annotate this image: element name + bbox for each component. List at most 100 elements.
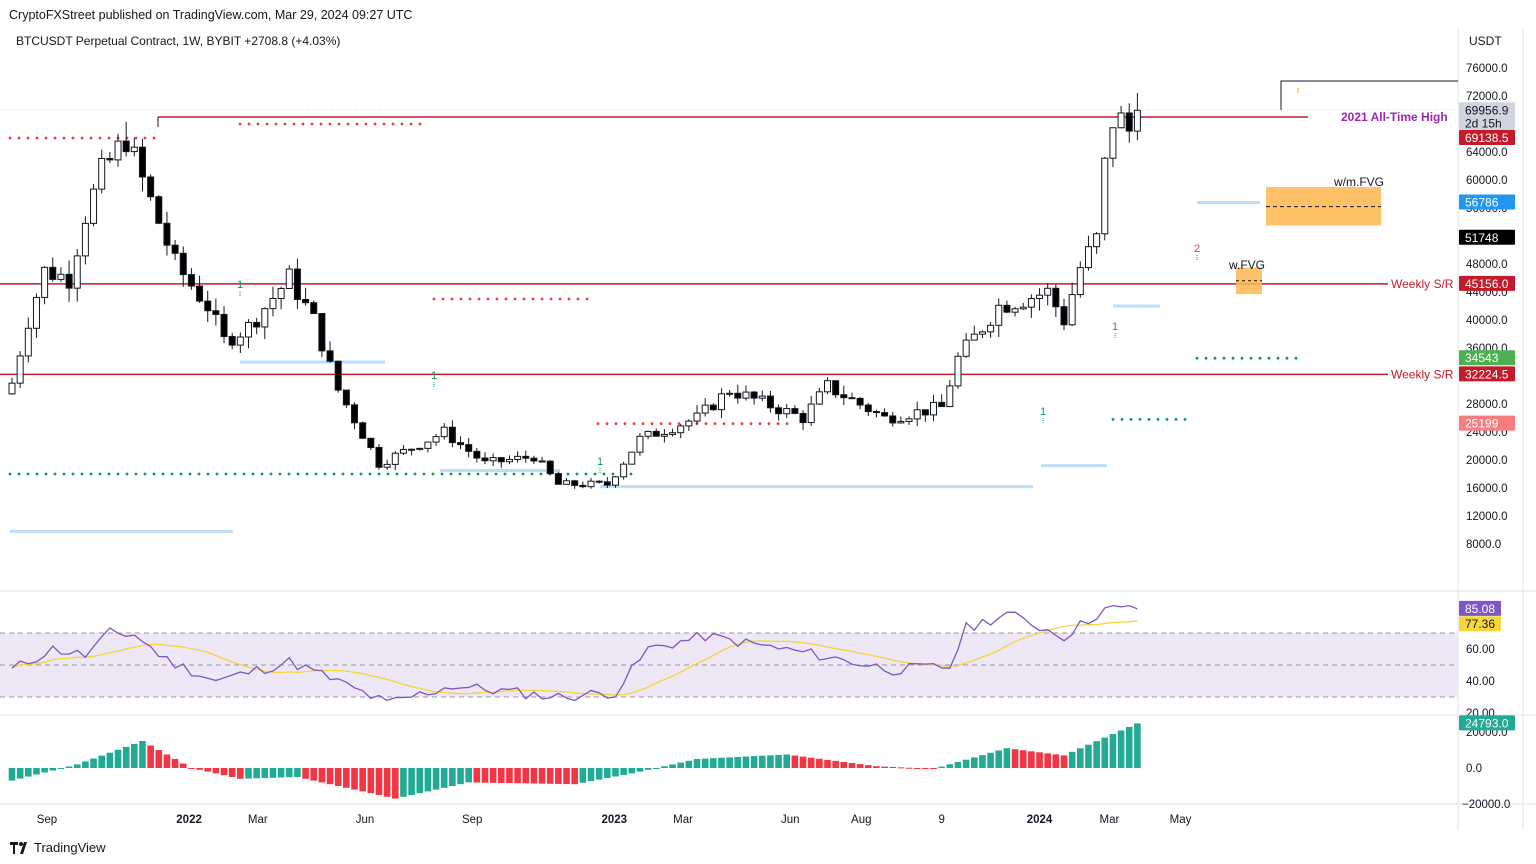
resistance-dot bbox=[450, 297, 454, 301]
candle-body bbox=[832, 380, 840, 396]
resistance-dot bbox=[567, 297, 571, 301]
time-tick-label: Mar bbox=[248, 814, 268, 826]
resistance-dot bbox=[632, 422, 636, 425]
rsi-line bbox=[11, 604, 1138, 702]
candle-body bbox=[489, 457, 497, 462]
resistance-dot bbox=[283, 122, 287, 126]
histogram-bar bbox=[1060, 755, 1068, 768]
histogram-bar bbox=[1052, 754, 1060, 768]
candle-body bbox=[1027, 298, 1035, 308]
histogram-bar bbox=[122, 746, 130, 768]
candle-body bbox=[416, 447, 424, 450]
histogram-bar bbox=[873, 766, 880, 768]
support-dot bbox=[188, 472, 192, 476]
candle-body bbox=[889, 415, 897, 424]
support-dot bbox=[386, 472, 390, 476]
support-dot bbox=[62, 472, 66, 476]
histogram-bar bbox=[1044, 753, 1051, 768]
candle-body bbox=[701, 404, 709, 414]
resistance-dot bbox=[641, 422, 645, 425]
candle-body bbox=[179, 252, 187, 276]
support-dot bbox=[1129, 418, 1133, 421]
histogram-bar bbox=[579, 768, 587, 783]
price-label-bg bbox=[1459, 130, 1515, 145]
candle-body bbox=[1117, 112, 1125, 129]
resistance-dot bbox=[310, 122, 314, 126]
support-dot bbox=[143, 472, 147, 476]
histogram-bar bbox=[49, 768, 57, 771]
candle-body bbox=[90, 188, 98, 224]
histogram-bar bbox=[946, 764, 954, 768]
candle-body bbox=[628, 451, 636, 465]
resistance-dot bbox=[26, 136, 30, 140]
resistance-dot bbox=[292, 122, 296, 126]
candle-body bbox=[1019, 306, 1027, 310]
resistance-dot bbox=[71, 136, 75, 140]
histogram-bar bbox=[824, 759, 831, 768]
histogram-bar bbox=[979, 755, 986, 768]
support-dot bbox=[1147, 418, 1151, 421]
histogram-bar bbox=[65, 766, 73, 768]
candle-body bbox=[457, 442, 465, 446]
candle-body bbox=[514, 455, 522, 460]
candle-body bbox=[905, 418, 913, 422]
candle-body bbox=[1011, 308, 1019, 313]
candle-body bbox=[775, 407, 783, 415]
support-dot bbox=[521, 472, 525, 476]
resistance-dot bbox=[549, 297, 553, 301]
candle-body bbox=[522, 455, 530, 459]
resistance-dot bbox=[623, 422, 627, 425]
support-dot bbox=[26, 472, 30, 476]
resistance-dot bbox=[650, 422, 654, 425]
support-dot bbox=[1120, 418, 1124, 421]
weekly-fvg-label: w.FVG bbox=[1228, 258, 1265, 272]
candle-body bbox=[726, 392, 734, 395]
price-tick-label: 76000.0 bbox=[1466, 63, 1508, 75]
support-dot bbox=[224, 472, 228, 476]
resistance-dot bbox=[495, 297, 499, 301]
support-dot bbox=[1204, 356, 1208, 360]
price-label-bg bbox=[1459, 229, 1515, 245]
histogram-bar bbox=[90, 758, 97, 768]
histogram-bar bbox=[204, 768, 212, 772]
histogram-bar bbox=[636, 768, 644, 772]
price-label-8: 32224.5 bbox=[1465, 367, 1509, 381]
resistance-dot bbox=[432, 297, 436, 301]
candle-body bbox=[734, 392, 742, 399]
candle-body bbox=[620, 463, 628, 478]
price-label-bg bbox=[1459, 366, 1515, 382]
candle-body bbox=[473, 450, 481, 459]
histogram-bar bbox=[1028, 751, 1035, 768]
time-tick-label: 2024 bbox=[1027, 814, 1053, 826]
candle-body bbox=[383, 463, 391, 468]
histogram-bar bbox=[424, 768, 432, 792]
tradingview-footer[interactable]: TradingView bbox=[10, 840, 106, 855]
histogram-bar bbox=[922, 768, 929, 769]
resistance-dot bbox=[346, 122, 350, 126]
support-dot bbox=[44, 472, 48, 476]
histogram-bar bbox=[139, 741, 146, 768]
support-dot bbox=[584, 472, 588, 476]
candle-body bbox=[954, 355, 962, 387]
price-tick-label: 8000.0 bbox=[1466, 539, 1501, 551]
resistance-dot bbox=[722, 422, 726, 425]
histogram-bar bbox=[530, 768, 538, 784]
histogram-bar bbox=[351, 768, 358, 790]
resistance-dot bbox=[486, 297, 490, 301]
histogram-bar bbox=[571, 768, 578, 785]
candle-body bbox=[147, 176, 155, 198]
resistance-dot bbox=[400, 122, 404, 126]
candle-body bbox=[938, 401, 946, 408]
histogram-bar bbox=[506, 768, 513, 784]
rsi-label-bg bbox=[1459, 616, 1501, 632]
histogram-bar bbox=[555, 768, 562, 784]
candle-body bbox=[921, 409, 929, 416]
candle-body bbox=[930, 401, 938, 416]
time-tick-label: Jun bbox=[781, 814, 800, 826]
signal-count-4: 1 bbox=[1040, 406, 1046, 418]
histogram-bar bbox=[962, 759, 970, 768]
histogram-bar bbox=[481, 768, 489, 783]
support-dot bbox=[1231, 356, 1235, 360]
histogram-bar bbox=[718, 757, 725, 768]
